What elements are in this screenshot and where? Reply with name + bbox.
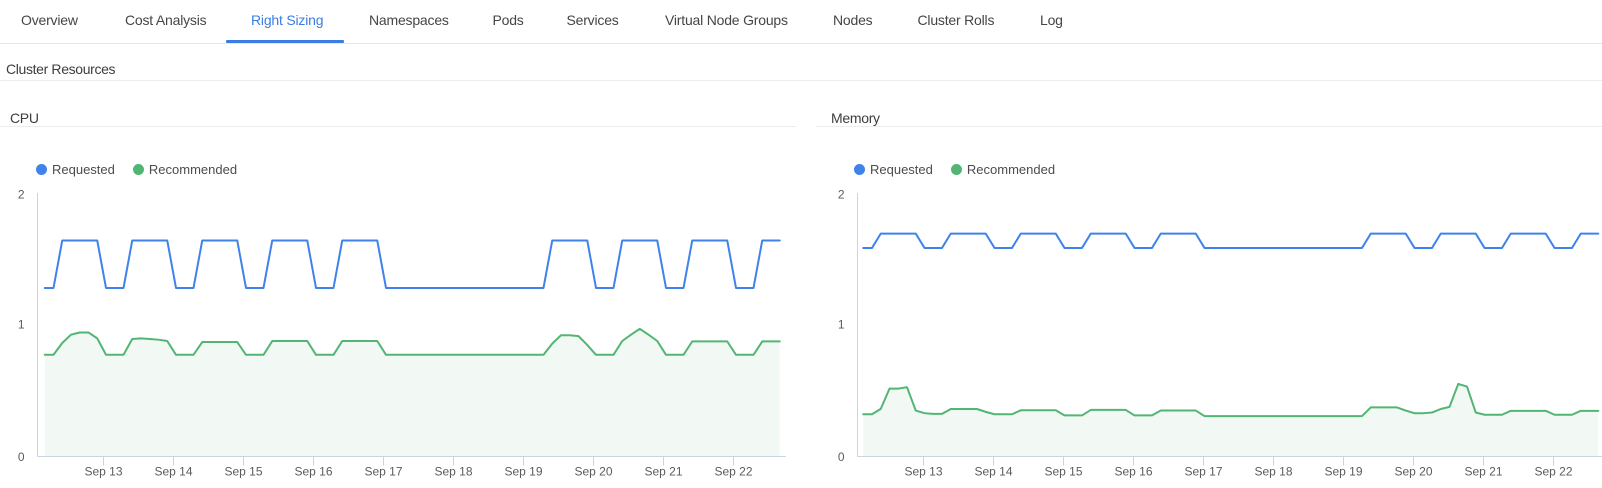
svg-text:Sep 19: Sep 19: [1324, 465, 1362, 479]
svg-text:Sep 17: Sep 17: [364, 465, 402, 479]
svg-text:Sep 19: Sep 19: [504, 465, 542, 479]
svg-text:1: 1: [838, 317, 845, 331]
svg-text:1: 1: [18, 317, 25, 331]
svg-text:Sep 17: Sep 17: [1184, 465, 1222, 479]
svg-text:Sep 21: Sep 21: [644, 465, 682, 479]
svg-text:Sep 20: Sep 20: [574, 465, 612, 479]
svg-text:Sep 16: Sep 16: [294, 465, 332, 479]
svg-text:Sep 14: Sep 14: [154, 465, 192, 479]
svg-text:Sep 15: Sep 15: [224, 465, 262, 479]
svg-text:Sep 22: Sep 22: [1534, 465, 1572, 479]
svg-text:0: 0: [838, 450, 845, 464]
svg-text:2: 2: [838, 187, 845, 201]
svg-text:Sep 22: Sep 22: [714, 465, 752, 479]
svg-text:0: 0: [18, 450, 25, 464]
svg-text:Sep 15: Sep 15: [1044, 465, 1082, 479]
svg-text:Sep 14: Sep 14: [974, 465, 1012, 479]
svg-text:Sep 21: Sep 21: [1464, 465, 1502, 479]
svg-text:Sep 20: Sep 20: [1394, 465, 1432, 479]
svg-text:Sep 13: Sep 13: [904, 465, 942, 479]
svg-text:2: 2: [18, 187, 25, 201]
svg-text:Sep 13: Sep 13: [84, 465, 122, 479]
svg-text:Sep 16: Sep 16: [1114, 465, 1152, 479]
svg-text:Sep 18: Sep 18: [434, 465, 472, 479]
svg-text:Sep 18: Sep 18: [1254, 465, 1292, 479]
